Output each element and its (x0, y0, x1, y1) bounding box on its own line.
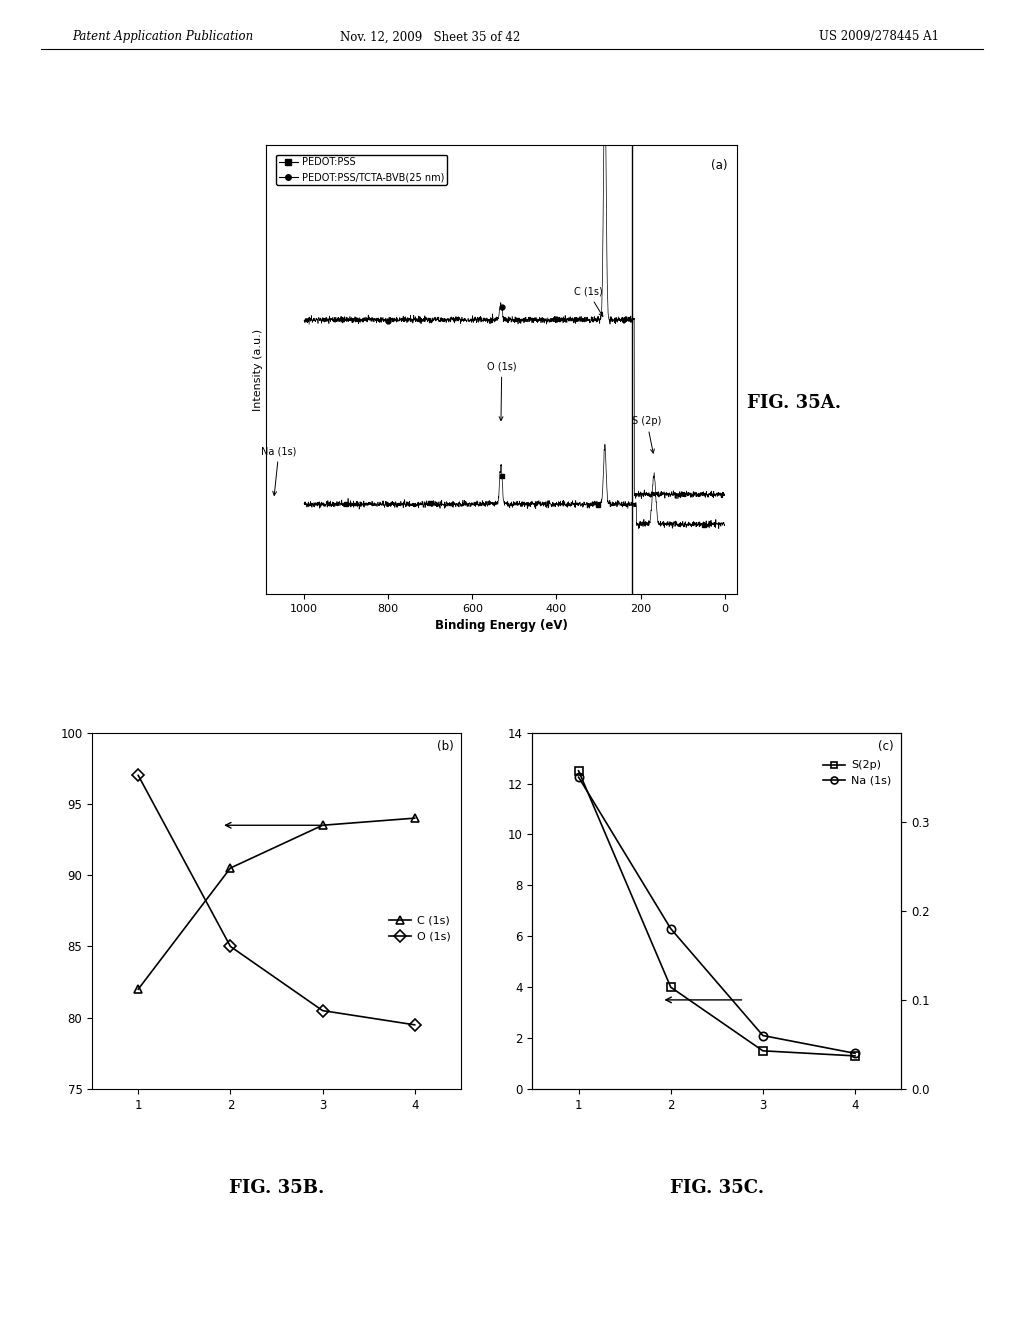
Text: Patent Application Publication: Patent Application Publication (72, 30, 253, 44)
Na (1s) (665, 921, 677, 937)
Line: Na (1s): Na (1s) (574, 774, 859, 1057)
Text: C (1s): C (1s) (573, 286, 603, 317)
Text: FIG. 35B.: FIG. 35B. (228, 1179, 325, 1197)
Text: FIG. 35C.: FIG. 35C. (670, 1179, 764, 1197)
Na (1s) (757, 1027, 769, 1043)
Text: (c): (c) (879, 739, 894, 752)
S(2p) (757, 1043, 769, 1059)
C (1s) (132, 981, 144, 997)
Text: FIG. 35A.: FIG. 35A. (746, 393, 841, 412)
S(2p) (572, 763, 585, 779)
C (1s) (409, 810, 421, 826)
Legend: C (1s), O (1s): C (1s), O (1s) (385, 911, 456, 946)
Legend: PEDOT:PSS, PEDOT:PSS/TCTA-BVB(25 nm): PEDOT:PSS, PEDOT:PSS/TCTA-BVB(25 nm) (275, 154, 447, 185)
Text: Nov. 12, 2009   Sheet 35 of 42: Nov. 12, 2009 Sheet 35 of 42 (340, 30, 520, 44)
Line: C (1s): C (1s) (134, 814, 419, 994)
C (1s) (224, 861, 237, 876)
Text: S (2p): S (2p) (632, 416, 662, 453)
Line: S(2p): S(2p) (574, 767, 859, 1060)
Legend: S(2p), Na (1s): S(2p), Na (1s) (818, 756, 896, 791)
Na (1s) (849, 1045, 861, 1061)
Text: Na (1s): Na (1s) (261, 446, 297, 495)
Text: US 2009/278445 A1: US 2009/278445 A1 (819, 30, 939, 44)
S(2p) (665, 979, 677, 995)
Na (1s) (572, 770, 585, 785)
Text: (b): (b) (436, 739, 454, 752)
S(2p) (849, 1048, 861, 1064)
Text: O (1s): O (1s) (487, 362, 516, 421)
Text: (a): (a) (712, 158, 728, 172)
Y-axis label: Intensity (a.u.): Intensity (a.u.) (254, 329, 263, 411)
O (1s) (316, 1003, 329, 1019)
O (1s) (409, 1016, 421, 1032)
O (1s) (132, 767, 144, 783)
X-axis label: Binding Energy (eV): Binding Energy (eV) (435, 619, 568, 632)
C (1s) (316, 817, 329, 833)
Line: O (1s): O (1s) (134, 771, 419, 1030)
O (1s) (224, 939, 237, 954)
